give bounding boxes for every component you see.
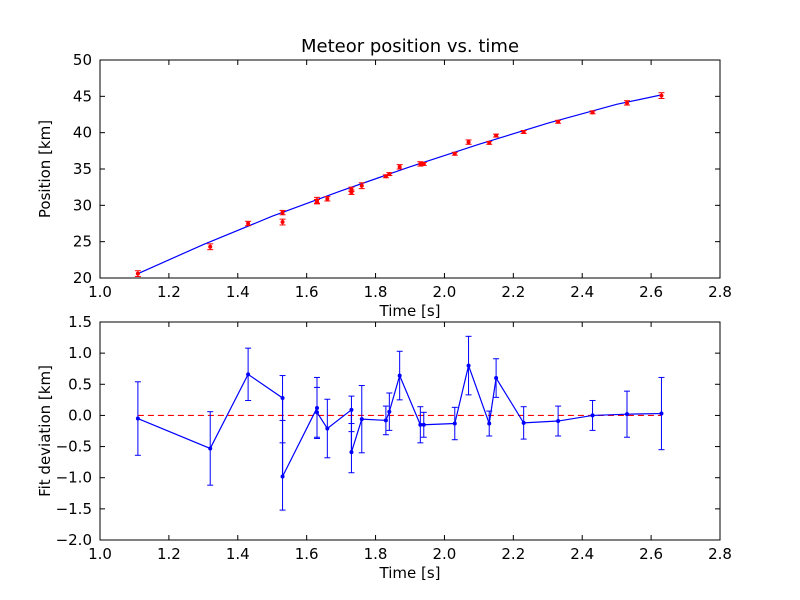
x-tick-label: 2.8 bbox=[708, 545, 732, 563]
data-point bbox=[487, 140, 492, 145]
y-tick-label: 30 bbox=[73, 196, 92, 214]
data-point bbox=[625, 412, 629, 417]
plot-frame bbox=[99, 321, 721, 541]
data-point bbox=[349, 407, 354, 412]
data-point bbox=[208, 244, 213, 249]
data-point bbox=[421, 422, 426, 427]
data-point bbox=[359, 417, 364, 422]
x-tick-label: 2.0 bbox=[433, 283, 457, 301]
data-point bbox=[315, 199, 319, 204]
x-tick-label: 1.2 bbox=[157, 545, 181, 563]
data-point bbox=[280, 220, 285, 225]
data-point bbox=[494, 133, 499, 138]
y-tick-label: 45 bbox=[73, 87, 92, 105]
data-point bbox=[349, 190, 354, 195]
data-point bbox=[135, 271, 140, 276]
x-tick-label: 1.0 bbox=[88, 283, 112, 301]
data-point bbox=[590, 110, 595, 115]
data-point bbox=[315, 410, 319, 415]
data-point bbox=[246, 221, 251, 226]
data-point bbox=[487, 421, 492, 426]
y-tick-label: 1.0 bbox=[68, 344, 92, 362]
data-point bbox=[280, 474, 285, 479]
x-tick-label: 2.6 bbox=[639, 545, 663, 563]
data-point bbox=[387, 172, 392, 177]
x-tick-label: 2.4 bbox=[570, 545, 594, 563]
deviation-chart: 1.0 1.2 1.4 1.6 1.8 2.0 2.2 2.4 2.6 2.8 −2.0 −1.5 −1… bbox=[36, 313, 732, 582]
y-tick-label: 1.5 bbox=[68, 313, 92, 331]
data-point bbox=[359, 183, 364, 188]
data-point bbox=[556, 119, 561, 124]
data-point bbox=[315, 405, 319, 410]
x-tick-label: 1.6 bbox=[295, 545, 319, 563]
data-point bbox=[521, 420, 526, 425]
y-tick-label: 0.5 bbox=[68, 375, 92, 393]
y-tick-label: 35 bbox=[73, 160, 92, 178]
y-axis-label: Fit deviation [km] bbox=[36, 365, 54, 497]
y-tick-label: 25 bbox=[73, 233, 92, 251]
data-point bbox=[280, 210, 285, 215]
x-tick-label: 1.0 bbox=[88, 545, 112, 563]
x-tick-label: 2.4 bbox=[570, 283, 594, 301]
chart-title: Meteor position vs. time bbox=[301, 36, 519, 57]
data-point bbox=[383, 174, 388, 179]
x-tick-label: 2.8 bbox=[708, 283, 732, 301]
data-point bbox=[556, 419, 561, 424]
data-point bbox=[452, 151, 457, 156]
plot-frame bbox=[99, 59, 721, 279]
data-point bbox=[421, 161, 426, 166]
data-point bbox=[208, 446, 213, 451]
data-point bbox=[590, 413, 595, 418]
x-tick-label: 2.6 bbox=[639, 283, 663, 301]
y-tick-label: −1.0 bbox=[56, 469, 92, 487]
data-point bbox=[397, 373, 402, 378]
data-point bbox=[135, 416, 140, 421]
y-tick-label: −0.5 bbox=[56, 438, 92, 456]
data-point bbox=[521, 129, 526, 134]
data-point bbox=[383, 418, 388, 423]
data-point bbox=[659, 411, 664, 416]
data-point bbox=[325, 426, 330, 431]
x-tick-label: 2.2 bbox=[501, 283, 525, 301]
y-tick-label: 40 bbox=[73, 124, 92, 142]
data-point bbox=[349, 450, 354, 455]
data-point bbox=[659, 93, 664, 98]
y-tick-label: 20 bbox=[73, 269, 92, 287]
data-point bbox=[397, 164, 402, 169]
data-point bbox=[280, 395, 285, 400]
data-point bbox=[466, 140, 471, 145]
data-point bbox=[494, 376, 499, 381]
y-tick-label: −1.5 bbox=[56, 500, 92, 518]
y-tick-label: −2.0 bbox=[56, 531, 92, 549]
x-tick-label: 1.2 bbox=[157, 283, 181, 301]
x-tick-label: 1.4 bbox=[226, 545, 250, 563]
x-axis-label: Time [s] bbox=[379, 564, 441, 582]
x-axis-label: Time [s] bbox=[379, 302, 441, 320]
data-point bbox=[325, 196, 330, 201]
data-point bbox=[387, 409, 392, 414]
x-tick-label: 1.6 bbox=[295, 283, 319, 301]
x-tick-label: 1.8 bbox=[364, 545, 388, 563]
x-tick-label: 1.4 bbox=[226, 283, 250, 301]
x-tick-label: 2.2 bbox=[501, 545, 525, 563]
y-tick-label: 50 bbox=[73, 51, 92, 69]
x-tick-label: 2.0 bbox=[433, 545, 457, 563]
data-point bbox=[625, 100, 629, 105]
x-tick-label: 1.8 bbox=[364, 283, 388, 301]
data-point bbox=[466, 363, 471, 368]
data-point bbox=[418, 422, 423, 427]
y-tick-label: 0.0 bbox=[68, 406, 92, 424]
data-point bbox=[246, 372, 251, 377]
position-chart: 1.0 1.2 1.4 1.6 1.8 2.0 2.2 2.4 2.6 2.8 20 25 30 35 40… bbox=[36, 36, 732, 320]
y-axis-label: Position [km] bbox=[36, 120, 54, 218]
data-point bbox=[452, 421, 457, 426]
